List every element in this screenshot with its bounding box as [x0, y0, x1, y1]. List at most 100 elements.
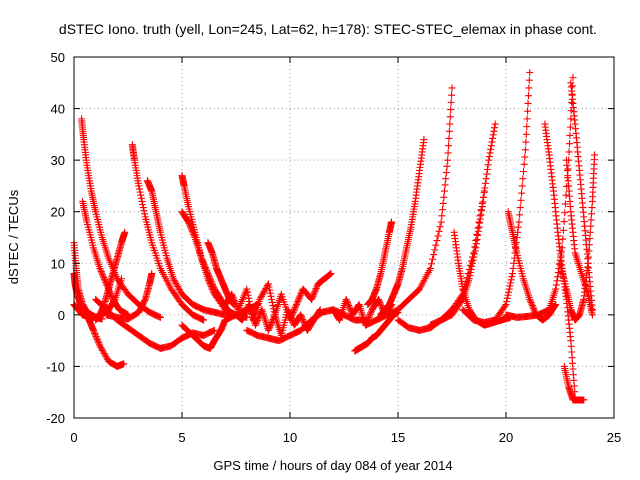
data-point: [522, 138, 530, 146]
data-point: [137, 194, 145, 202]
data-point: [483, 165, 491, 173]
data-point: [586, 235, 594, 243]
data-point: [100, 350, 108, 358]
data-point: [529, 303, 537, 311]
data-point: [580, 396, 588, 404]
data-point: [440, 187, 448, 195]
data-point: [141, 210, 149, 218]
data-point: [585, 253, 593, 261]
data-point: [507, 276, 515, 284]
data-point: [200, 316, 208, 324]
data-point: [437, 218, 445, 226]
data-point: [266, 322, 274, 330]
data-point: [188, 227, 196, 235]
data-point: [565, 148, 573, 156]
data-point: [438, 212, 446, 220]
data-point: [228, 290, 236, 298]
data-point: [447, 106, 455, 114]
data-point: [469, 259, 477, 267]
data-point: [265, 325, 273, 333]
data-point: [445, 142, 453, 150]
data-point: [566, 140, 574, 148]
data-point: [519, 175, 527, 183]
data-point: [472, 237, 480, 245]
data-point: [488, 138, 496, 146]
data-point: [426, 264, 434, 272]
data-point: [429, 255, 437, 263]
series: [562, 156, 596, 319]
data-point: [173, 281, 181, 289]
data-point: [99, 271, 107, 279]
data-point: [521, 153, 529, 161]
data-point: [254, 315, 262, 323]
data-point: [291, 304, 299, 312]
grid: [74, 57, 614, 418]
data-point: [294, 297, 302, 305]
data-point: [554, 269, 562, 277]
data-point: [569, 74, 577, 82]
data-point: [135, 182, 143, 190]
data-point: [436, 223, 444, 231]
series: [364, 218, 396, 309]
data-point: [524, 99, 532, 107]
x-tick-label: 0: [70, 430, 77, 445]
series: [377, 136, 428, 319]
data-point: [433, 237, 441, 245]
x-tick-label: 25: [607, 430, 621, 445]
data-point: [313, 283, 321, 291]
x-tick-label: 20: [499, 430, 513, 445]
data-point: [445, 134, 453, 142]
data-point: [587, 216, 595, 224]
data-point: [475, 223, 483, 231]
data-point: [569, 82, 577, 90]
data-point: [240, 311, 248, 319]
data-point: [184, 218, 192, 226]
data-point: [445, 127, 453, 135]
x-tick-label: 10: [283, 430, 297, 445]
series: [243, 306, 370, 345]
data-point: [552, 281, 560, 289]
data-point: [256, 295, 264, 303]
data-point: [523, 123, 531, 131]
data-point: [229, 293, 237, 301]
data-point: [269, 302, 277, 310]
data-point: [121, 228, 129, 236]
data-point: [210, 326, 218, 334]
data-point: [206, 274, 214, 282]
data-point: [505, 288, 513, 296]
data-point: [185, 220, 193, 228]
data-point: [530, 305, 538, 313]
data-point: [267, 320, 275, 328]
data-point: [479, 198, 487, 206]
data-point: [444, 149, 452, 157]
data-point: [172, 279, 180, 287]
data-point: [508, 273, 516, 281]
data-point: [140, 207, 148, 215]
data-point: [175, 284, 183, 292]
data-point: [308, 295, 316, 303]
data-point: [505, 285, 513, 293]
data-point: [516, 211, 524, 219]
data-point: [470, 250, 478, 258]
data-point: [284, 307, 292, 315]
data-point: [98, 345, 106, 353]
data-point: [522, 130, 530, 138]
data-point: [208, 280, 216, 288]
y-tick-label: 0: [58, 308, 65, 323]
data-point: [240, 313, 248, 321]
data-point: [201, 263, 209, 271]
data-point: [441, 181, 449, 189]
data-point: [297, 312, 305, 320]
data-point: [99, 348, 107, 356]
data-point: [343, 298, 351, 306]
data-point: [430, 251, 438, 259]
data-point: [345, 302, 353, 310]
data-point: [296, 291, 304, 299]
data-point: [440, 193, 448, 201]
data-point: [591, 151, 599, 159]
series: [128, 141, 208, 324]
data-point: [188, 226, 196, 234]
y-tick-label: 40: [51, 102, 65, 117]
data-point: [467, 269, 475, 277]
data-point: [288, 315, 296, 323]
